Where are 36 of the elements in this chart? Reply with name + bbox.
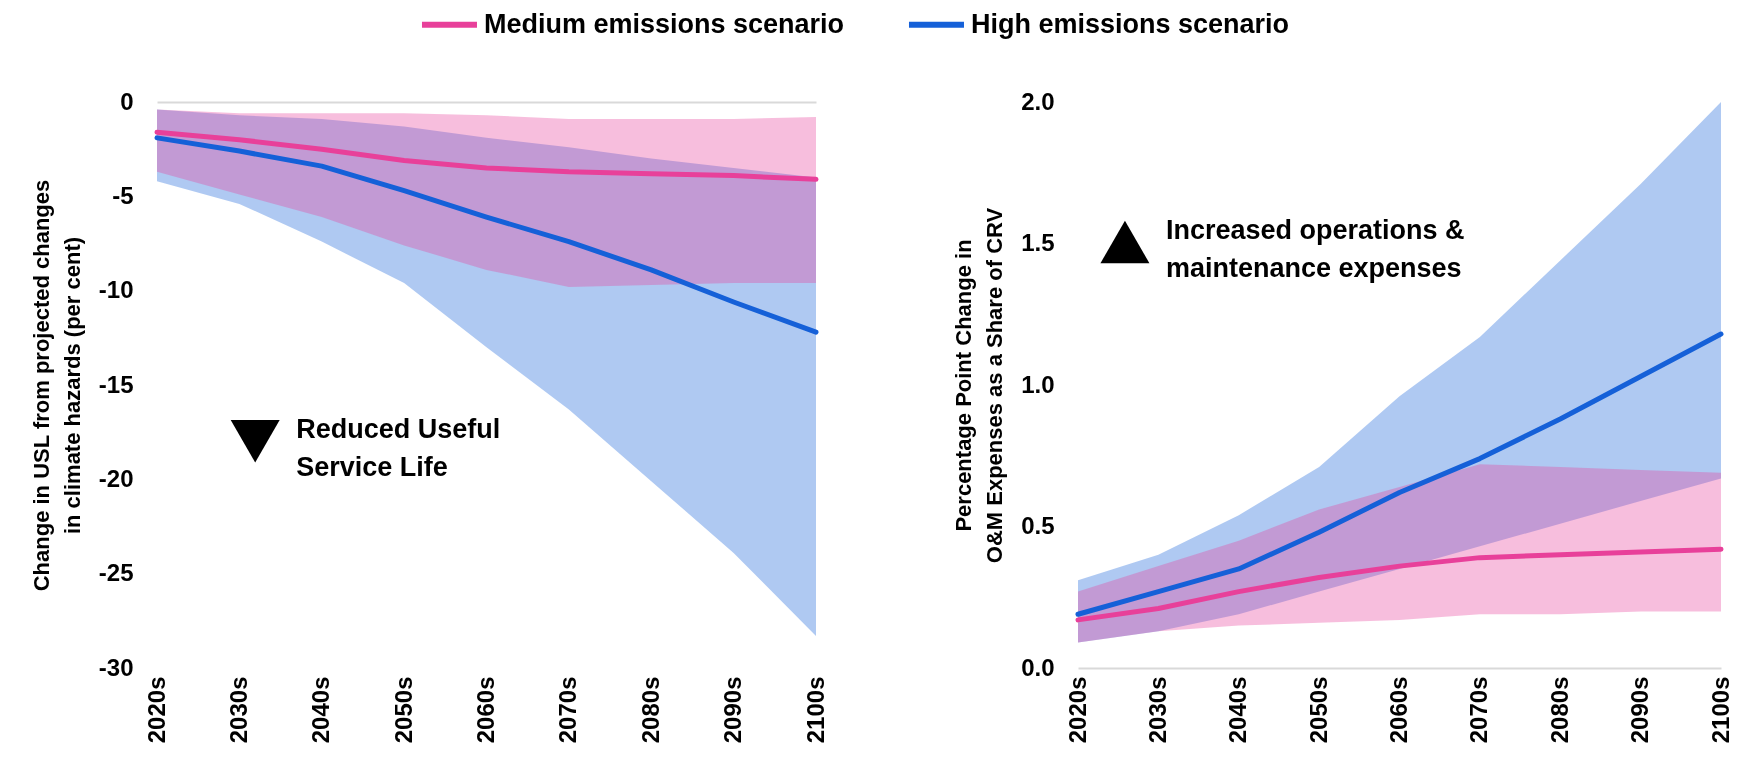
y-tick-label: -25 bbox=[98, 559, 134, 587]
y-tick-label: 1.0 bbox=[1021, 370, 1055, 398]
x-tick-label: 2090s bbox=[719, 676, 747, 744]
y-tick-label: -5 bbox=[112, 181, 134, 209]
x-tick-label: 2090s bbox=[1626, 676, 1654, 744]
y-axis-title: Change in USL from projected changes in climate hazards (per cent) bbox=[28, 179, 85, 592]
x-tick-label: 2070s bbox=[1465, 676, 1493, 744]
x-tick-label: 2030s bbox=[224, 676, 252, 744]
x-tick-label: 2050s bbox=[1304, 676, 1332, 744]
y-tick-label: -15 bbox=[98, 370, 134, 398]
y-tick-label: 0.5 bbox=[1021, 512, 1055, 539]
x-tick-label: 2060s bbox=[472, 676, 499, 744]
x-tick-label: 2020s bbox=[1063, 676, 1091, 744]
y-tick-label: -30 bbox=[98, 653, 134, 681]
x-tick-label: 2100s bbox=[1706, 676, 1734, 744]
x-tick-label: 2030s bbox=[1143, 676, 1171, 744]
x-tick-label: 2050s bbox=[389, 676, 417, 744]
legend-label: Medium emissions scenario bbox=[483, 8, 845, 39]
y-tick-label: 2.0 bbox=[1021, 87, 1055, 115]
annotation: Increased operations & maintenance expenses bbox=[1165, 215, 1465, 284]
x-tick-label: 2070s bbox=[554, 676, 582, 744]
x-tick-label: 2080s bbox=[636, 676, 664, 744]
x-tick-label: 2100s bbox=[801, 676, 829, 744]
y-tick-label: 1.5 bbox=[1021, 229, 1055, 256]
y-axis-title: Percentage Point Change in O&M Expenses as a Share of CRV bbox=[951, 207, 1008, 564]
x-tick-label: 2060s bbox=[1385, 676, 1412, 744]
y-tick-label: -10 bbox=[98, 276, 134, 304]
annotation: Reduced Useful Service Life bbox=[296, 414, 501, 483]
x-tick-label: 2040s bbox=[307, 676, 335, 744]
y-tick-label: 0 bbox=[120, 87, 134, 115]
x-tick-label: 2020s bbox=[142, 676, 170, 744]
legend-label: High emissions scenario bbox=[970, 8, 1290, 39]
x-tick-label: 2080s bbox=[1545, 676, 1573, 744]
y-tick-label: 0.0 bbox=[1021, 653, 1055, 681]
y-tick-label: -20 bbox=[98, 464, 134, 492]
x-tick-label: 2040s bbox=[1224, 676, 1252, 744]
